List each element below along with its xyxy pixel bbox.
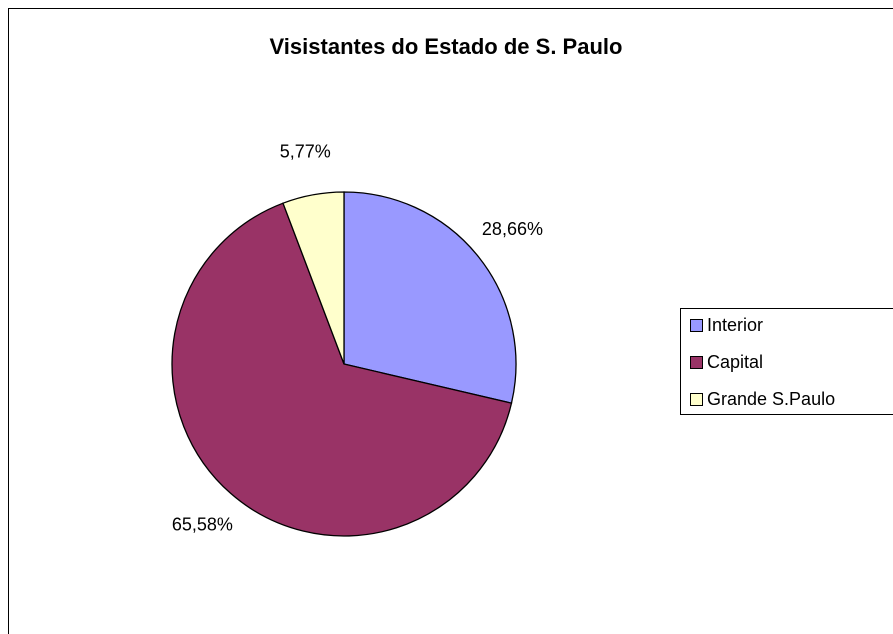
legend-label: Grande S.Paulo (707, 389, 835, 409)
pie-slice (282, 191, 345, 365)
data-label: 28,66% (482, 219, 543, 239)
legend-label: Capital (707, 352, 763, 372)
data-label: 65,58% (172, 515, 233, 535)
legend-swatch (690, 356, 703, 369)
pie-slice (343, 191, 517, 404)
legend-box (680, 308, 893, 415)
legend-swatch (690, 393, 703, 406)
legend-swatch (690, 319, 703, 332)
chart-title: Visistantes do Estado de S. Paulo (270, 34, 623, 59)
data-label: 5,77% (280, 141, 331, 161)
legend-label: Interior (707, 315, 763, 335)
pie-slice (171, 202, 513, 537)
